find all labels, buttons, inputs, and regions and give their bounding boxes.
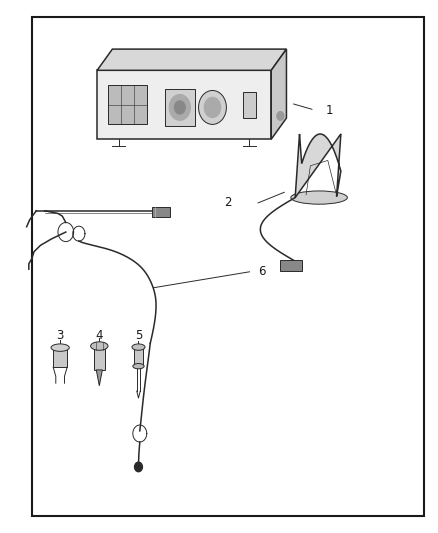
Circle shape <box>134 462 142 472</box>
Text: 3: 3 <box>57 329 64 342</box>
Polygon shape <box>295 134 341 198</box>
Text: 6: 6 <box>258 265 266 278</box>
Circle shape <box>204 97 221 118</box>
Text: 5: 5 <box>135 329 142 342</box>
Polygon shape <box>97 49 286 70</box>
Text: 4: 4 <box>95 329 103 342</box>
Polygon shape <box>271 49 286 139</box>
Bar <box>108 85 147 124</box>
Circle shape <box>174 101 185 114</box>
Bar <box>97 70 271 139</box>
Polygon shape <box>96 370 102 386</box>
Text: 1: 1 <box>325 103 333 117</box>
Ellipse shape <box>51 344 69 351</box>
Bar <box>152 207 170 216</box>
Bar <box>243 92 256 118</box>
Ellipse shape <box>133 364 144 369</box>
Text: 2: 2 <box>225 196 232 209</box>
Ellipse shape <box>132 344 145 350</box>
Circle shape <box>169 94 191 120</box>
Bar <box>134 347 143 366</box>
Circle shape <box>277 112 284 120</box>
Bar <box>280 260 302 271</box>
Ellipse shape <box>291 191 347 204</box>
Circle shape <box>198 91 226 124</box>
Bar <box>165 89 195 126</box>
Bar <box>53 348 67 367</box>
Ellipse shape <box>91 342 108 350</box>
Bar <box>94 346 105 370</box>
